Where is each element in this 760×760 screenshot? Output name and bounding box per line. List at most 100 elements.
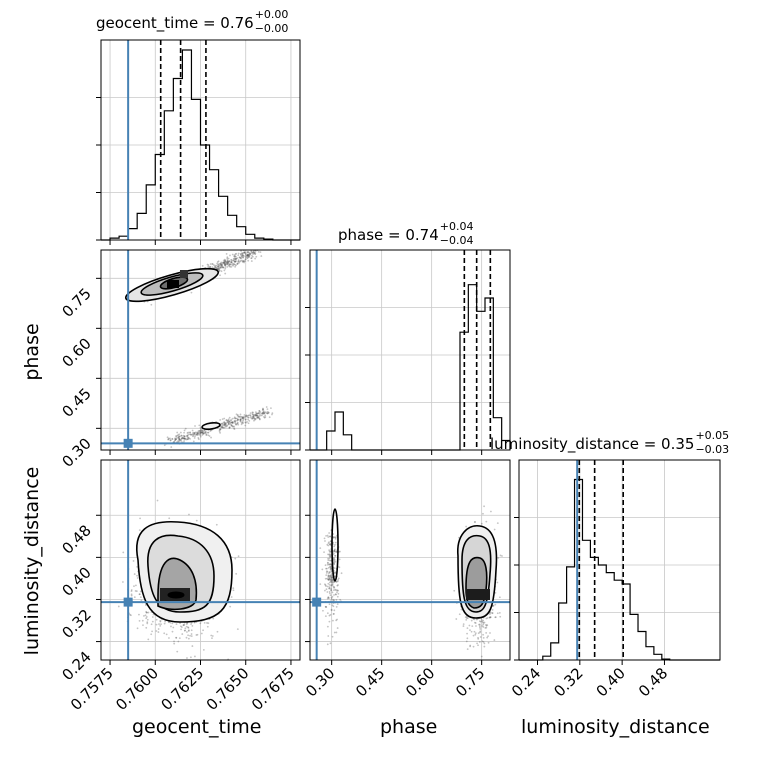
sample-point [330, 575, 332, 578]
sample-point [485, 623, 487, 626]
sample-point [474, 622, 477, 624]
sample-point [333, 563, 336, 566]
sample-point [328, 532, 331, 534]
sample-point [256, 416, 259, 419]
sample-point [236, 414, 239, 417]
sample-point [174, 439, 177, 442]
sample-point [227, 419, 229, 422]
sample-point [190, 623, 192, 626]
sample-point [193, 432, 196, 435]
sample-point [198, 429, 201, 432]
sample-point [479, 620, 482, 623]
title-geocent-time: geocent_time = 0.76 +0.00 −0.00 [96, 8, 294, 35]
sample-point [130, 614, 132, 617]
sample-point [337, 589, 339, 592]
sample-point [475, 618, 478, 621]
histogram-luminosity-distance [519, 478, 720, 661]
sample-point [325, 572, 328, 574]
sample-point [241, 252, 244, 255]
sample-point [169, 439, 172, 442]
sample-point [241, 422, 243, 424]
sample-point [474, 632, 477, 635]
sample-point [478, 641, 481, 643]
sample-point [241, 260, 244, 263]
sample-point [202, 629, 204, 632]
sample-point [328, 587, 331, 590]
sample-point [265, 412, 268, 415]
sample-point [186, 436, 189, 439]
sample-point [130, 594, 133, 597]
sample-point [330, 584, 333, 586]
sample-point [202, 648, 205, 651]
sample-point [136, 574, 138, 577]
sample-point [230, 424, 233, 427]
sample-point [227, 423, 230, 425]
sample-point [319, 583, 322, 586]
sample-point [199, 429, 202, 432]
sample-point [224, 272, 227, 275]
sample-point [481, 620, 484, 623]
sample-point [251, 254, 253, 257]
sample-point [328, 577, 331, 580]
sample-point [327, 553, 329, 556]
sample-point [193, 433, 196, 436]
sample-point [252, 250, 255, 253]
sample-point [233, 254, 236, 257]
sample-point [138, 613, 140, 616]
sample-point [180, 437, 183, 440]
sample-point [465, 525, 468, 528]
sample-point [235, 260, 238, 262]
sample-point [334, 548, 336, 551]
sample-point [233, 255, 236, 258]
sample-point [178, 433, 181, 436]
sample-point [243, 414, 246, 416]
sample-point [328, 559, 331, 562]
sample-point [328, 571, 331, 574]
sample-point [221, 263, 224, 266]
sample-point [140, 599, 143, 602]
sample-point [230, 258, 233, 261]
sample-point [330, 609, 333, 612]
sample-point [226, 259, 229, 262]
sample-point [186, 434, 189, 436]
sample-point [222, 259, 225, 262]
sample-point [487, 635, 489, 637]
sample-point [479, 630, 482, 633]
sample-point [239, 418, 242, 421]
sample-point [474, 633, 477, 636]
sample-point [334, 560, 337, 563]
sample-point [333, 559, 336, 561]
sample-point [218, 269, 221, 272]
sample-point [239, 257, 242, 260]
sample-point [324, 540, 326, 542]
sample-point [327, 559, 330, 561]
sample-point [223, 422, 226, 424]
sample-point [331, 579, 333, 582]
sample-point [330, 584, 333, 587]
sample-point [475, 625, 477, 627]
sample-point [328, 553, 331, 556]
sample-point [328, 603, 331, 606]
contour-left-mode [331, 508, 339, 582]
sample-point [332, 605, 335, 608]
sample-point [224, 262, 227, 265]
sample-point [241, 254, 244, 257]
sample-point [330, 608, 333, 611]
sample-point [213, 264, 215, 266]
x-tick-label: 0.40 [593, 664, 629, 700]
sample-point [130, 593, 133, 596]
sample-point [492, 604, 495, 607]
sample-point [151, 616, 154, 618]
sample-point [262, 411, 265, 414]
sample-point [180, 434, 183, 437]
sample-point [257, 412, 260, 415]
sample-point [200, 431, 203, 434]
sample-point [332, 552, 335, 555]
sample-point [333, 549, 336, 552]
sample-point [136, 627, 139, 630]
sample-point [138, 529, 141, 532]
sample-point [477, 636, 479, 639]
sample-point [223, 420, 226, 423]
sample-point [231, 253, 234, 256]
sample-point [338, 566, 341, 569]
